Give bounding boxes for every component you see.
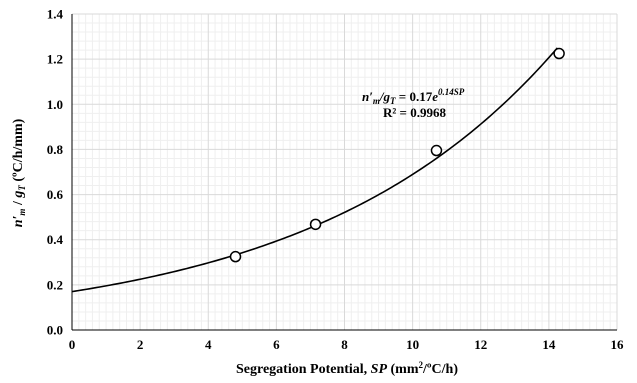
x-tick-label: 10 bbox=[406, 337, 419, 352]
x-tick-label: 8 bbox=[341, 337, 348, 352]
y-tick-labels: 0.0 0.2 0.4 0.6 0.8 1.0 1.2 1.4 bbox=[47, 7, 64, 338]
grid bbox=[71, 13, 618, 331]
data-point bbox=[553, 47, 565, 60]
x-tick-label: 12 bbox=[474, 337, 487, 352]
r-squared: R² = 0.9968 bbox=[383, 105, 446, 120]
data-point bbox=[309, 218, 322, 231]
x-tick-label: 2 bbox=[137, 337, 144, 352]
trendline bbox=[71, 47, 558, 293]
x-tick-label: 4 bbox=[205, 337, 212, 352]
y-tick-label: 0.4 bbox=[47, 232, 64, 247]
data-point bbox=[430, 144, 443, 157]
y-tick-label: 1.2 bbox=[47, 52, 63, 67]
x-axis-title: Segregation Potential, SP (mm2/ºC/h) bbox=[236, 360, 458, 377]
axes bbox=[71, 14, 617, 331]
x-tick-labels: 0 2 4 6 8 10 12 14 16 bbox=[69, 337, 624, 352]
y-tick-label: 1.4 bbox=[47, 7, 64, 22]
x-tick-label: 16 bbox=[611, 337, 625, 352]
data-points bbox=[229, 47, 565, 263]
y-tick-label: 1.0 bbox=[47, 97, 63, 112]
y-tick-label: 0.0 bbox=[47, 323, 63, 338]
y-tick-label: 0.8 bbox=[47, 142, 64, 157]
y-tick-label: 0.2 bbox=[47, 277, 63, 292]
x-tick-label: 14 bbox=[542, 337, 556, 352]
x-tick-label: 6 bbox=[273, 337, 280, 352]
y-tick-label: 0.6 bbox=[47, 187, 64, 202]
data-point bbox=[229, 250, 242, 263]
trendline-equation: n′m/gT = 0.17e0.14SP bbox=[362, 87, 465, 106]
x-tick-label: 0 bbox=[69, 337, 76, 352]
y-axis-title: n′m / gT (ºC/h/mm) bbox=[11, 118, 27, 227]
